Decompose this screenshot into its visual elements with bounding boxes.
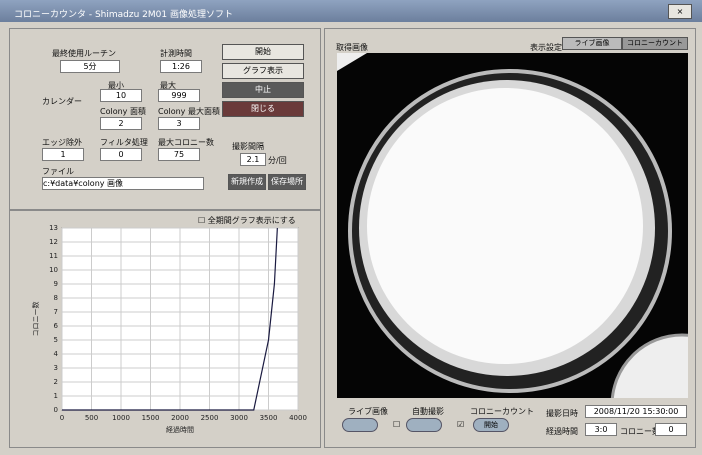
text-box[interactable]: 2 — [100, 117, 142, 130]
label: コロニー数 — [620, 426, 660, 437]
label: コロニーカウント — [470, 406, 534, 417]
y-tick-label: 6 — [54, 322, 59, 330]
text-box[interactable]: 2008/11/20 15:30:00 — [585, 405, 687, 418]
close-button[interactable]: × — [668, 4, 692, 19]
label: 計測時間 — [160, 48, 192, 59]
dish-agar — [367, 88, 643, 364]
panel-title: 取得画像 — [336, 42, 368, 53]
x-axis-label: 経過時間 — [166, 425, 194, 434]
button[interactable]: グラフ表示 — [222, 63, 304, 79]
label: 経過時間 — [546, 426, 578, 437]
oval-button[interactable] — [406, 418, 442, 432]
text-box[interactable]: 3 — [158, 117, 200, 130]
y-tick-label: 2 — [54, 378, 58, 386]
label: ライブ画像 — [348, 406, 388, 417]
y-axis-label: コロニー数 — [31, 302, 40, 337]
x-tick-label: 500 — [85, 414, 98, 422]
tab[interactable]: ライブ画像 — [562, 37, 622, 50]
x-tick-label: 3000 — [230, 414, 248, 422]
window-title: コロニーカウンタ - Shimadzu 2M01 画像処理ソフト — [14, 7, 233, 20]
text-box[interactable]: 3:0 — [585, 423, 617, 436]
label: フィルタ処理 — [100, 137, 148, 148]
checkbox[interactable]: ☑ — [457, 420, 464, 429]
label: 最終使用ルーチン — [52, 48, 116, 59]
label: Colony 面積 — [100, 106, 146, 117]
spin-box[interactable]: 2.1 — [240, 153, 266, 166]
label: ファイル — [42, 166, 74, 177]
label: エッジ除外 — [42, 137, 82, 148]
y-tick-label: 11 — [49, 252, 58, 260]
x-tick-label: 2000 — [171, 414, 189, 422]
x-tick-label: 2500 — [201, 414, 219, 422]
text-box[interactable]: c:¥data¥colony 画像 — [42, 177, 204, 190]
text-box[interactable]: 10 — [100, 89, 142, 102]
label: 自動撮影 — [412, 406, 444, 417]
y-tick-label: 13 — [49, 224, 58, 232]
label: 最大コロニー数 — [158, 137, 214, 148]
button[interactable]: 新規作成 — [228, 174, 266, 190]
y-tick-label: 1 — [54, 392, 58, 400]
text-box[interactable]: 5分 — [60, 60, 120, 73]
text-box[interactable]: 75 — [158, 148, 200, 161]
x-tick-label: 4000 — [289, 414, 307, 422]
x-tick-label: 1000 — [112, 414, 130, 422]
oval-button[interactable] — [342, 418, 378, 432]
unit-label: 分/回 — [268, 155, 287, 166]
y-tick-label: 10 — [49, 266, 58, 274]
y-tick-label: 8 — [54, 294, 58, 302]
text-box[interactable]: 1:26 — [160, 60, 202, 73]
label: Colony 最大面積 — [158, 106, 220, 117]
y-tick-label: 12 — [49, 238, 58, 246]
y-tick-label: 4 — [54, 350, 59, 358]
x-tick-label: 3500 — [260, 414, 278, 422]
tab[interactable]: コロニーカウント — [622, 37, 688, 50]
y-tick-label: 3 — [54, 364, 58, 372]
y-tick-label: 0 — [54, 406, 58, 414]
y-tick-label: 7 — [54, 308, 58, 316]
label: 撮影日時 — [546, 408, 578, 419]
text-box[interactable]: 1 — [42, 148, 84, 161]
button[interactable]: 保存場所 — [268, 174, 306, 190]
button[interactable]: 開始 — [222, 44, 304, 60]
x-tick-label: 0 — [60, 414, 64, 422]
app-window: コロニーカウンタ - Shimadzu 2M01 画像処理ソフト × 最終使用ル… — [0, 0, 702, 455]
label: カレンダー — [42, 96, 82, 107]
oval-button[interactable]: 開始 — [473, 418, 509, 432]
checkbox[interactable]: ☐ — [393, 420, 400, 429]
label: 撮影間隔 — [232, 141, 264, 152]
button[interactable]: 閉じる — [222, 101, 304, 117]
x-tick-label: 1500 — [142, 414, 160, 422]
y-tick-label: 5 — [54, 336, 58, 344]
text-box[interactable]: 0 — [655, 423, 687, 436]
captured-image — [337, 53, 688, 398]
text-box[interactable]: 0 — [100, 148, 142, 161]
y-tick-label: 9 — [54, 280, 58, 288]
button[interactable]: 中止 — [222, 82, 304, 98]
text-box[interactable]: 999 — [158, 89, 200, 102]
label: 表示設定 — [530, 42, 562, 53]
